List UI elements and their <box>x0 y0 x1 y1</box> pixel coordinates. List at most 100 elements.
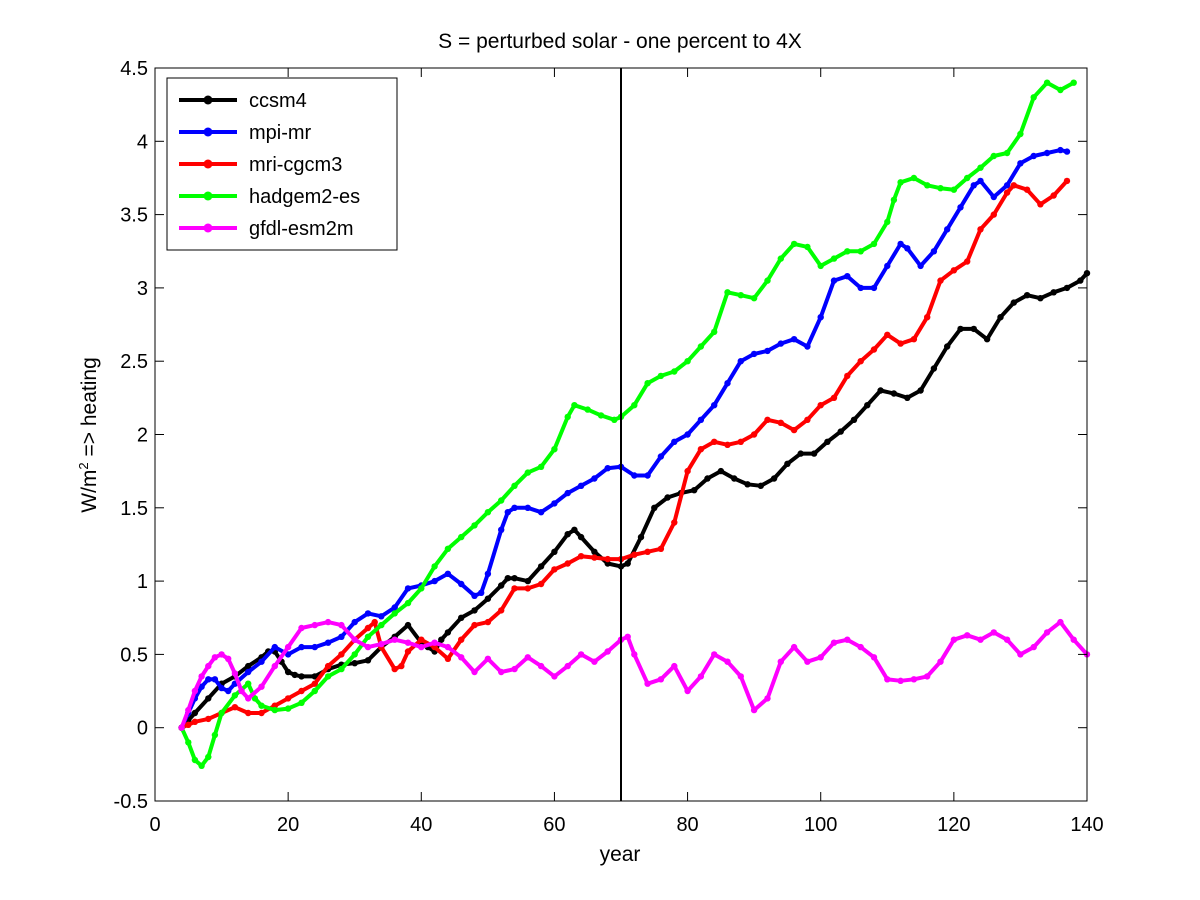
plot-area: 0 20 40 60 80 100 120 140-0.500.511.522.533.544… <box>114 58 1104 836</box>
data-point <box>537 463 545 470</box>
data-point <box>205 662 212 670</box>
data-point <box>790 426 798 434</box>
data-point <box>225 655 232 662</box>
data-point <box>564 489 571 497</box>
data-point <box>844 372 851 380</box>
data-point <box>185 739 192 746</box>
data-point <box>504 575 511 582</box>
x-tick-label: 120 <box>937 814 970 836</box>
legend-swatch-marker <box>203 191 213 201</box>
data-point <box>717 467 725 475</box>
data-point <box>398 662 405 670</box>
data-point <box>977 164 984 171</box>
data-point <box>990 152 997 160</box>
data-point <box>750 350 758 358</box>
data-point <box>1030 94 1037 101</box>
data-point <box>664 494 671 501</box>
data-point <box>378 640 385 648</box>
data-point <box>324 662 332 670</box>
data-point <box>198 762 205 769</box>
data-point <box>957 325 964 333</box>
data-point <box>990 193 997 201</box>
data-point <box>1003 636 1011 643</box>
data-point <box>205 676 212 683</box>
data-point <box>724 441 731 448</box>
legend-item-ccsm4: ccsm4 <box>179 90 307 112</box>
data-point <box>311 687 318 695</box>
data-point <box>484 655 492 662</box>
data-point <box>218 709 225 717</box>
data-point <box>764 416 771 423</box>
y-tick-label: 4.5 <box>120 58 148 80</box>
data-point <box>624 633 631 640</box>
data-point <box>371 618 378 626</box>
data-point <box>950 636 958 643</box>
data-point <box>750 706 758 714</box>
data-point <box>924 673 931 680</box>
data-point <box>784 460 791 467</box>
data-point <box>764 347 771 355</box>
data-point <box>364 624 372 632</box>
data-point <box>471 607 478 614</box>
data-point <box>864 402 871 409</box>
data-point <box>857 284 864 292</box>
x-tick-label: 0 <box>149 814 160 836</box>
data-point <box>804 343 811 350</box>
data-point <box>211 654 219 661</box>
data-point <box>930 365 938 372</box>
data-point <box>637 533 645 541</box>
data-point <box>657 453 665 460</box>
data-point <box>524 504 531 511</box>
data-point <box>511 504 518 511</box>
data-point <box>418 636 425 643</box>
data-point <box>577 553 585 560</box>
y-tick-label: -0.5 <box>114 791 148 813</box>
data-point <box>271 706 278 714</box>
data-point <box>231 704 239 711</box>
data-point <box>750 431 758 438</box>
data-point <box>857 643 864 651</box>
data-point <box>750 295 758 302</box>
data-point <box>564 413 571 421</box>
data-point <box>577 533 585 541</box>
y-tick-label: 3 <box>137 278 148 300</box>
data-point <box>571 526 578 533</box>
data-point <box>1030 643 1037 651</box>
legend-label: hadgem2-es <box>249 186 360 208</box>
data-point <box>458 654 465 661</box>
data-point <box>1043 629 1051 636</box>
data-point <box>884 218 891 226</box>
data-point <box>1063 177 1071 185</box>
data-point <box>737 673 744 680</box>
data-point <box>1043 149 1051 157</box>
y-tick-label: 0.5 <box>120 644 148 666</box>
data-point <box>258 702 265 709</box>
data-point <box>498 582 505 589</box>
data-point <box>810 450 818 457</box>
data-point <box>298 624 305 632</box>
data-point <box>1057 86 1064 94</box>
data-point <box>597 412 605 419</box>
data-point <box>498 668 505 676</box>
data-point <box>551 500 558 507</box>
data-point <box>511 585 518 592</box>
data-point <box>205 753 212 761</box>
data-point <box>537 509 545 516</box>
data-point <box>391 604 398 611</box>
data-point <box>524 469 531 476</box>
data-point <box>245 695 252 702</box>
data-point <box>225 687 232 695</box>
data-point <box>704 475 711 482</box>
data-point <box>964 174 971 182</box>
data-point <box>191 687 199 695</box>
data-point <box>351 636 358 643</box>
data-point <box>804 243 811 251</box>
data-point <box>338 633 345 640</box>
data-point <box>484 509 492 516</box>
y-axis-title-superscript: 2 <box>76 462 91 469</box>
data-point <box>458 614 465 621</box>
data-point <box>404 585 412 592</box>
legend-item-mpi-mr: mpi-mr <box>179 122 312 144</box>
data-point <box>884 331 891 338</box>
data-point <box>604 465 611 472</box>
